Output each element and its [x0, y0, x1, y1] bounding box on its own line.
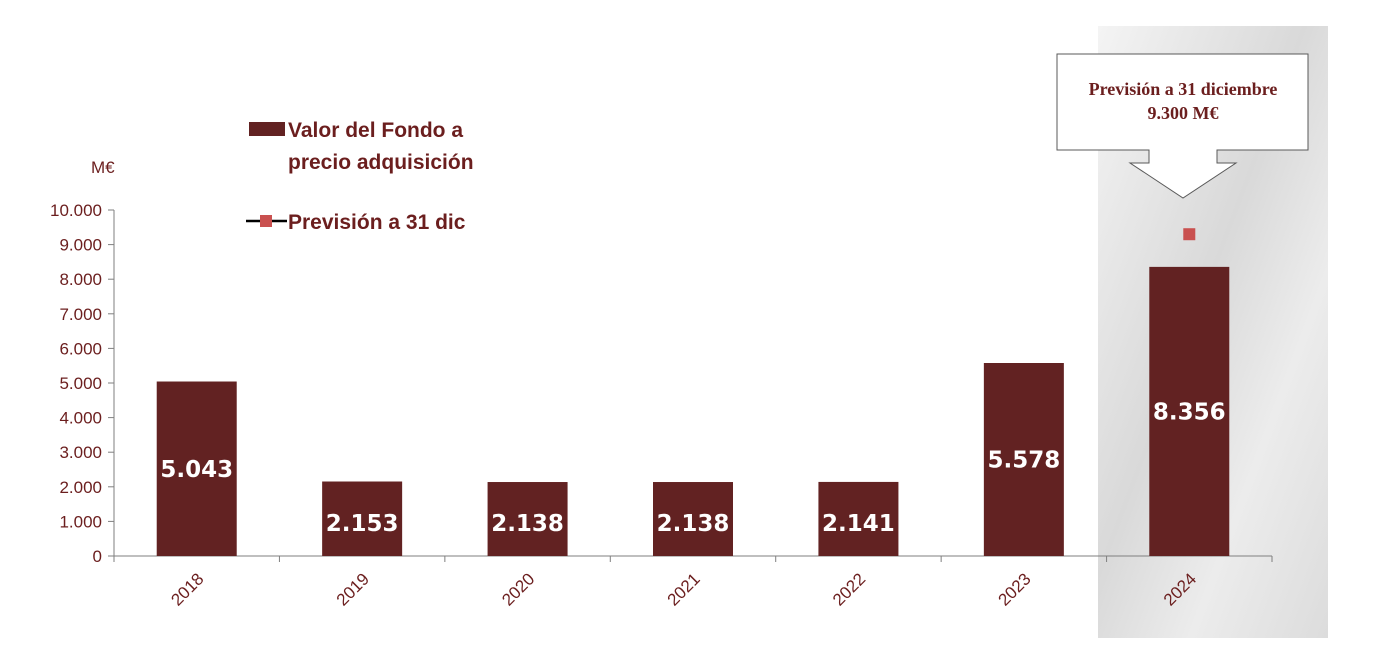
- bar-value-label: 2.138: [491, 511, 564, 537]
- bar: [487, 482, 568, 556]
- y-tick-label: 6.000: [59, 339, 102, 358]
- y-tick-label: 2.000: [59, 478, 102, 497]
- x-tick-label: 2020: [498, 569, 538, 609]
- y-axis-unit-label: M€: [91, 158, 115, 177]
- y-tick-label: 8.000: [59, 270, 102, 289]
- bar-value-label: 2.141: [822, 511, 895, 537]
- y-tick-label: 0: [93, 547, 102, 566]
- y-tick-label: 3.000: [59, 443, 102, 462]
- x-tick-label: 2021: [664, 569, 704, 609]
- legend: Valor del Fondo a precio adquisición Pre…: [246, 119, 474, 234]
- bar-value-label: 8.356: [1153, 399, 1226, 425]
- forecast-callout: Previsión a 31 diciembre 9.300 M€: [1056, 53, 1309, 199]
- y-tick-label: 9.000: [59, 236, 102, 255]
- bar: [818, 481, 899, 556]
- x-tick-label: 2018: [167, 569, 207, 609]
- bar: [1149, 266, 1230, 556]
- bar: [156, 381, 237, 556]
- forecast-markers: [1183, 228, 1196, 241]
- callout-line-1: Previsión a 31 diciembre: [1089, 79, 1278, 99]
- bar: [653, 482, 733, 556]
- x-tick-label: 2023: [995, 569, 1035, 609]
- y-tick-label: 10.000: [50, 201, 102, 220]
- bar: [983, 363, 1064, 556]
- bar: [322, 481, 403, 556]
- legend-entry-marker: Previsión a 31 dic: [288, 211, 466, 234]
- bars: [156, 266, 1230, 556]
- legend-entry-bar-line1: Valor del Fondo a: [288, 119, 463, 142]
- forecast-marker: [1183, 228, 1196, 241]
- y-tick-label: 7.000: [59, 305, 102, 324]
- y-tick-label: 5.000: [59, 374, 102, 393]
- x-tick-label: 2019: [333, 569, 373, 609]
- bar-value-labels: 5.043 2.153 2.138 2.138 2.141 5.578 8.356: [160, 399, 1225, 537]
- x-tick-label: 2022: [829, 569, 869, 609]
- bar-value-label: 5.578: [987, 448, 1060, 474]
- y-ticks: 0 1.000 2.000 3.000 4.000 5.000 6.000 7.000 8.00…: [50, 201, 114, 566]
- legend-swatch-bar: [249, 122, 285, 136]
- bar-value-label: 5.043: [160, 457, 233, 483]
- callout-box-arrow: [1056, 53, 1309, 199]
- legend-swatch-marker: [260, 215, 272, 227]
- legend-entry-bar-line2: precio adquisición: [288, 151, 474, 174]
- y-tick-label: 4.000: [59, 409, 102, 428]
- bar-value-label: 2.138: [657, 511, 730, 537]
- callout-line-2: 9.300 M€: [1148, 103, 1219, 123]
- y-tick-label: 1.000: [59, 512, 102, 531]
- bar-value-label: 2.153: [326, 511, 399, 537]
